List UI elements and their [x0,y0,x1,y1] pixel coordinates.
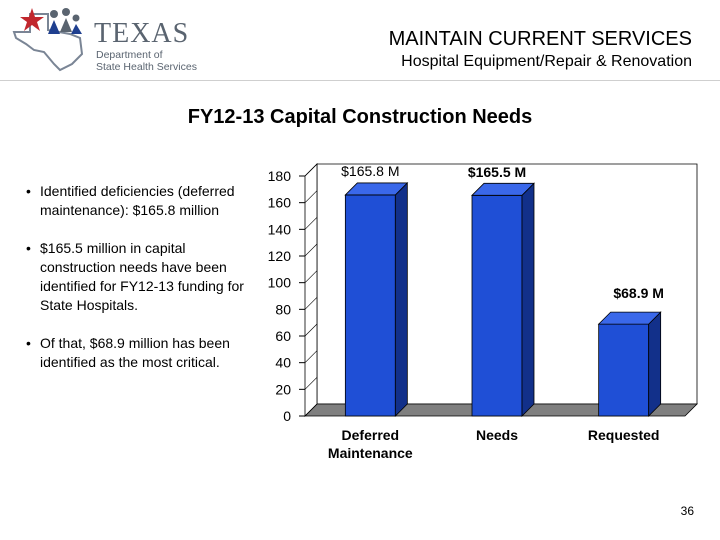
y-tick-label: 60 [275,328,291,344]
y-tick-label: 40 [275,355,291,371]
page-number: 36 [680,504,694,518]
bar-side [648,311,662,417]
y-tick-label: 20 [275,381,291,397]
y-tick-depth [304,323,318,337]
header-divider [0,80,720,81]
logo-subtitle: Department of State Health Services [96,49,206,73]
y-tick-depth [304,243,318,257]
data-label: $165.5 M [468,164,526,180]
y-tick-label: 0 [283,408,291,424]
bar [471,194,523,417]
dshs-logo: TEXAS Department of State Health Service… [8,4,198,76]
bullet-list: Identified deficiencies (deferred mainte… [26,182,248,391]
x-tick-label: Deferred Maintenance [328,427,413,461]
y-tick-depth [304,377,318,390]
texas-map-icon [12,8,84,72]
bullet-item: Of that, $68.9 million has been identifi… [26,334,248,372]
y-tick-depth [304,297,318,310]
bar-chart: 0 20 40 60 80 100 120 140 160 180 Deferred Maintena… [268,163,698,461]
logo-subtitle-line2: State Health Services [96,61,197,73]
y-tick-label: 100 [268,275,292,291]
y-tick-depth [304,163,318,177]
y-tick-depth [304,217,318,230]
logo-subtitle-line1: Department of [96,49,163,61]
bar-top [597,311,662,325]
y-tick-depth [304,350,318,363]
bar-top [344,182,409,196]
bar-top [471,182,535,196]
y-tick-label: 160 [268,195,292,211]
bullet-item: Identified deficiencies (deferred mainte… [26,182,248,220]
chart-title: FY12-13 Capital Construction Needs [187,106,533,128]
bar [344,194,396,417]
side-wall [304,163,318,417]
y-tick-label: 80 [275,301,291,317]
bullet-item: $165.5 million in capital construction n… [26,239,248,315]
bar-side [521,182,535,417]
y-tick-depth [304,403,318,417]
slide-subtitle: Hospital Equipment/Repair & Renovation [401,53,692,70]
y-tick-label: 140 [268,221,292,237]
x-tick-label: Requested [588,427,660,443]
slide-title: MAINTAIN CURRENT SERVICES [388,28,692,50]
data-label: $68.9 M [613,285,664,301]
data-label: $165.8 M [341,163,399,179]
y-tick-depth [304,190,318,203]
y-tick-depth [304,270,318,283]
y-tick-label: 180 [268,168,292,184]
x-tick-label: Needs [476,427,518,443]
y-tick-label: 120 [268,248,292,264]
bar-side [394,181,408,417]
bar [598,323,650,417]
logo-wordmark: TEXAS [94,18,190,49]
